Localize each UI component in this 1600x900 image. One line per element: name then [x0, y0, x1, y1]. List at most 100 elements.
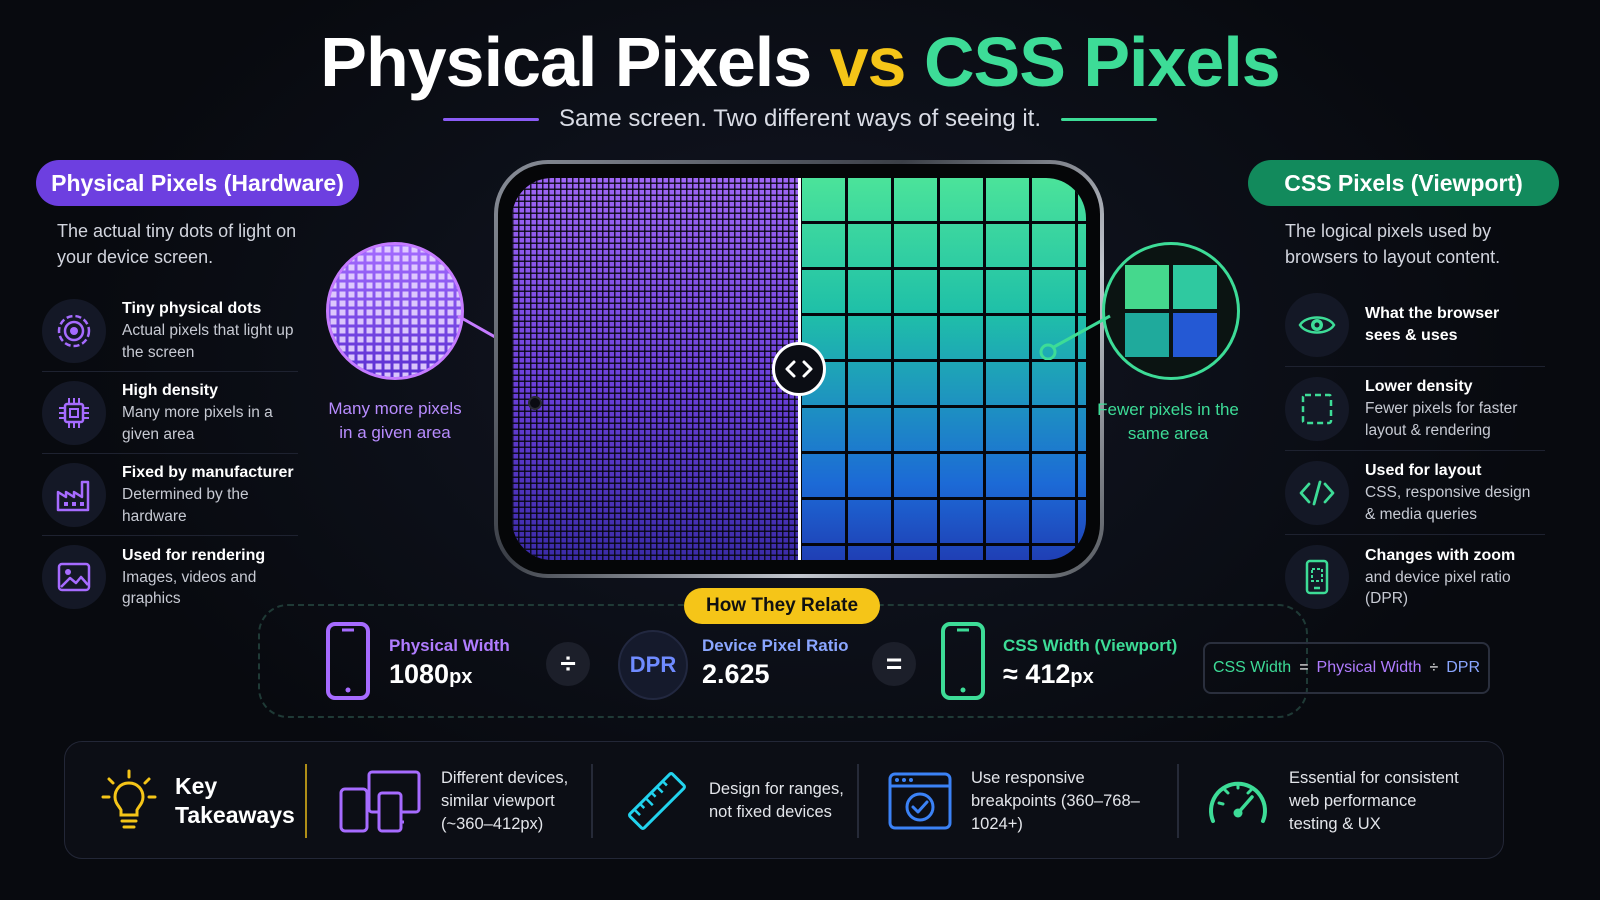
css-feature-list: What the browser sees & uses Lower densi…: [1285, 283, 1545, 619]
magnifier-connector-right: [1039, 314, 1111, 360]
page-title: Physical Pixels vs CSS Pixels: [0, 24, 1600, 101]
formula-box: CSS Width = Physical Width ÷ DPR: [1203, 642, 1490, 694]
title-physical: Physical Pixels: [320, 23, 812, 101]
physical-pixels-magnifier: [326, 242, 464, 380]
css-width-unit: px: [1070, 666, 1094, 688]
feature-tiny-dots: Tiny physical dots Actual pixels that li…: [42, 290, 298, 372]
css-pixels-magnifier: [1102, 242, 1240, 380]
divide-operator: ÷: [546, 642, 590, 686]
feature-text: and device pixel ratio (DPR): [1365, 568, 1511, 608]
physical-pixel-side: [512, 178, 799, 560]
css-pixel-side: [799, 178, 1086, 560]
takeaway-item: Design for ranges, not fixed devices: [623, 742, 849, 860]
phone-screen: [512, 178, 1086, 560]
takeaway-separator: [1177, 764, 1179, 838]
takeaway-text: Design for ranges, not fixed devices: [709, 780, 844, 821]
dense-pixel-grid-icon: [329, 245, 461, 377]
dashed-square-icon: [1285, 376, 1349, 441]
code-icon: [1285, 460, 1349, 525]
formula-dpr: DPR: [1446, 659, 1481, 676]
feature-browser-sees: What the browser sees & uses: [1285, 283, 1545, 367]
devices-icon: [339, 770, 421, 833]
phone-outline-purple-icon: [325, 621, 371, 706]
feature-text: Fewer pixels for faster layout & renderi…: [1365, 400, 1518, 439]
takeaway-text: Use responsive breakpoints (360–768–1024…: [971, 768, 1140, 833]
dpr-value: 2.625: [702, 659, 770, 689]
feature-text: Many more pixels in a given area: [122, 404, 273, 443]
feature-title: Changes with zoom: [1365, 546, 1516, 564]
how-they-relate-pill: How They Relate: [684, 588, 880, 624]
feature-title: Lower density: [1365, 378, 1473, 395]
dpr-badge: DPR: [618, 630, 688, 700]
css-pixels-description: The logical pixels used by browsers to l…: [1285, 221, 1501, 267]
browser-check-icon: [888, 772, 952, 830]
subtitle-line-right: [1061, 117, 1158, 121]
takeaways-heading-line1: Key: [175, 773, 218, 799]
physical-pixels-pill: Physical Pixels (Hardware): [36, 160, 359, 206]
phone-mockup: [494, 160, 1104, 578]
chip-icon: [42, 380, 106, 445]
ruler-icon: [628, 772, 686, 830]
physical-width-unit: px: [449, 666, 473, 688]
factory-icon: [42, 462, 106, 527]
takeaway-separator: [857, 764, 859, 838]
subtitle-line-left: [442, 117, 539, 121]
formula-physical: Physical Width: [1316, 659, 1422, 676]
physical-zoom-label: Many more pixels in a given area: [328, 399, 462, 442]
feature-text: CSS, responsive design & media queries: [1365, 484, 1531, 523]
mobile-screen-icon: [1285, 545, 1349, 609]
title-vs: vs: [829, 23, 907, 101]
dpr-block: Device Pixel Ratio 2.625: [702, 635, 848, 691]
physical-feature-list: Tiny physical dots Actual pixels that li…: [42, 290, 298, 618]
physical-width-value: 1080: [389, 659, 450, 689]
takeaway-text: Different devices, similar viewport (~36…: [441, 768, 569, 833]
css-width-title: CSS Width (Viewport): [1003, 636, 1178, 655]
physical-width-title: Physical Width: [389, 636, 510, 655]
takeaway-separator: [591, 764, 593, 838]
equals-operator: =: [872, 642, 916, 686]
image-icon: [42, 545, 106, 609]
subtitle-row: Same screen. Two different ways of seein…: [0, 105, 1600, 133]
compare-slider-handle[interactable]: [772, 342, 826, 396]
key-takeaways-bar: Key Takeaways Different devices, similar…: [64, 741, 1504, 859]
phone-outline-green-icon: [940, 621, 986, 706]
feature-text: Images, videos and graphics: [122, 568, 257, 608]
formula-divide: ÷: [1429, 659, 1439, 676]
title-css: CSS Pixels: [923, 23, 1281, 101]
feature-fixed-manufacturer: Fixed by manufacturer Determined by the …: [42, 454, 298, 536]
feature-changes-zoom: Changes with zoom and device pixel ratio…: [1285, 535, 1545, 619]
formula-equals: =: [1299, 659, 1309, 676]
takeaways-divider: [305, 764, 307, 838]
takeaway-item: Different devices, similar viewport (~36…: [339, 742, 581, 860]
feature-lower-density: Lower density Fewer pixels for faster la…: [1285, 367, 1545, 451]
physical-pixels-description: The actual tiny dots of light on your de…: [57, 221, 297, 267]
takeaways-heading: Key Takeaways: [101, 742, 295, 860]
feature-used-for-layout: Used for layout CSS, responsive design &…: [1285, 451, 1545, 535]
feature-title: Tiny physical dots: [122, 300, 262, 317]
css-width-value: ≈ 412: [1003, 659, 1071, 689]
feature-high-density: High density Many more pixels in a given…: [42, 372, 298, 454]
large-pixel-grid-icon: [1125, 265, 1217, 357]
physical-width-block: Physical Width 1080px: [389, 635, 510, 694]
speedometer-icon: [1209, 781, 1267, 823]
subtitle: Same screen. Two different ways of seein…: [558, 105, 1042, 132]
feature-title: Used for layout: [1365, 462, 1482, 479]
feature-text: Determined by the hardware: [122, 486, 249, 525]
takeaway-text: Essential for consistent web performance…: [1289, 768, 1459, 833]
takeaway-item: Essential for consistent web performance…: [1205, 742, 1469, 860]
target-circle-icon: [42, 298, 106, 363]
css-pixels-pill: CSS Pixels (Viewport): [1248, 160, 1559, 206]
formula-css: CSS Width: [1212, 659, 1292, 676]
feature-rendering: Used for rendering Images, videos and gr…: [42, 536, 298, 618]
camera-dot: [528, 396, 542, 410]
css-width-block: CSS Width (Viewport) ≈ 412px: [1003, 635, 1177, 694]
feature-title: Used for rendering: [122, 546, 266, 564]
eye-icon: [1285, 292, 1349, 357]
takeaway-item: Use responsive breakpoints (360–768–1024…: [887, 742, 1171, 860]
feature-text: Actual pixels that light up the screen: [122, 322, 294, 361]
lightbulb-icon: [101, 769, 157, 829]
takeaways-heading-line2: Takeaways: [175, 802, 295, 828]
chevron-left-right-icon: [785, 360, 813, 378]
css-zoom-label: Fewer pixels in the same area: [1097, 400, 1239, 443]
feature-title: What the browser sees & uses: [1365, 304, 1500, 344]
